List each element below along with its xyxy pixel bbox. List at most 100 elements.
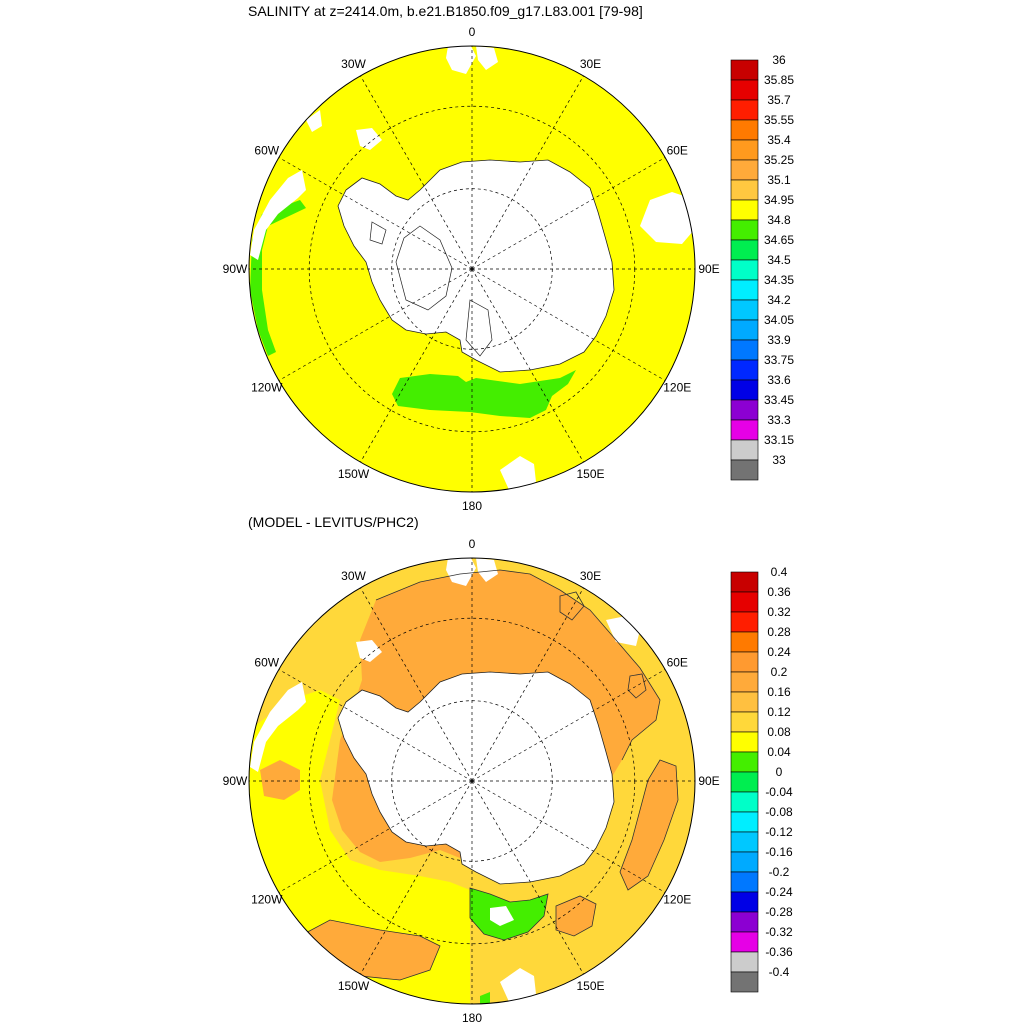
colorbar-label: -0.16 bbox=[765, 845, 793, 859]
colorbar-label: -0.4 bbox=[769, 965, 790, 979]
colorbar-swatch bbox=[730, 911, 759, 933]
colorbar-label: 35.85 bbox=[764, 73, 794, 87]
longitude-label: 30E bbox=[580, 57, 601, 71]
longitude-label: 60E bbox=[667, 144, 688, 158]
longitude-label: 60W bbox=[254, 144, 279, 158]
longitude-label: 90W bbox=[223, 262, 248, 276]
colorbar-swatch bbox=[730, 59, 759, 81]
longitude-label: 120W bbox=[251, 381, 283, 395]
colorbar-label: -0.2 bbox=[769, 865, 790, 879]
longitude-label: 90W bbox=[223, 774, 248, 788]
colorbar-label: 0.08 bbox=[767, 725, 791, 739]
map-panel-2: 0 30E 60E 90E 120E 150E 180 150W 120W 90W 60W 30W bbox=[223, 537, 720, 1024]
colorbar-swatch bbox=[730, 651, 759, 673]
colorbar-swatch bbox=[730, 399, 759, 421]
colorbar-label: 35.25 bbox=[764, 153, 794, 167]
longitude-label: 150W bbox=[338, 467, 370, 481]
colorbar-label: -0.04 bbox=[765, 785, 793, 799]
panel-2-title: (MODEL - LEVITUS/PHC2) bbox=[248, 514, 419, 530]
longitude-label: 150W bbox=[338, 979, 370, 993]
longitude-label: 180 bbox=[462, 1011, 482, 1024]
longitude-labels: 0 30E 60E 90E 120E 150E 180 150W 120W 90W 60W 30W bbox=[223, 25, 720, 513]
colorbar-swatch bbox=[730, 671, 759, 693]
colorbar-label: 0.36 bbox=[767, 585, 791, 599]
land bbox=[250, 46, 694, 492]
colorbar-swatch bbox=[730, 219, 759, 241]
colorbar-swatch bbox=[730, 439, 759, 461]
colorbar-1: 36 35.85 35.7 35.55 35.4 35.25 35.1 34.95 34.8 34… bbox=[730, 53, 794, 481]
colorbar-2: 0.4 0.36 0.32 0.28 0.24 0.2 0.16 0.12 0.08 0.04 0 -… bbox=[730, 565, 793, 993]
colorbar-swatch bbox=[730, 99, 759, 121]
colorbar-label: 0.32 bbox=[767, 605, 791, 619]
colorbar-label: 33.3 bbox=[767, 413, 791, 427]
longitude-label: 180 bbox=[462, 499, 482, 513]
colorbar-label: 33 bbox=[772, 453, 786, 467]
colorbar-label: -0.32 bbox=[765, 925, 793, 939]
colorbar-swatch bbox=[730, 79, 759, 101]
colorbar-label: 0 bbox=[776, 765, 783, 779]
colorbar-label: 0.2 bbox=[771, 665, 788, 679]
longitude-label: 0 bbox=[469, 537, 476, 551]
colorbar-swatch bbox=[730, 299, 759, 321]
colorbar-swatch bbox=[730, 891, 759, 913]
colorbar-label: 33.45 bbox=[764, 393, 794, 407]
colorbar-label: -0.08 bbox=[765, 805, 793, 819]
colorbar-label: 36 bbox=[772, 53, 786, 67]
green-region bbox=[392, 370, 576, 418]
colorbar-swatch bbox=[730, 711, 759, 733]
longitude-label: 30E bbox=[580, 569, 601, 583]
colorbar-swatch bbox=[730, 199, 759, 221]
longitude-label: 120E bbox=[663, 381, 691, 395]
colorbar-swatch bbox=[730, 811, 759, 833]
panel-1-title: SALINITY at z=2414.0m, b.e21.B1850.f09_g… bbox=[248, 3, 643, 19]
colorbar-label: 33.6 bbox=[767, 373, 791, 387]
colorbar-swatch bbox=[730, 771, 759, 793]
colorbar-swatch bbox=[730, 851, 759, 873]
colorbar-swatch bbox=[730, 691, 759, 713]
longitude-labels: 0 30E 60E 90E 120E 150E 180 150W 120W 90W 60W 30W bbox=[223, 537, 720, 1024]
colorbar-label: 35.4 bbox=[767, 133, 791, 147]
colorbar-label: 0.28 bbox=[767, 625, 791, 639]
longitude-label: 30W bbox=[341, 57, 366, 71]
green-region bbox=[480, 992, 490, 1004]
longitude-label: 120W bbox=[251, 893, 283, 907]
colorbar-label: 35.7 bbox=[767, 93, 791, 107]
yellow-region bbox=[249, 690, 470, 1004]
colorbar-swatch bbox=[730, 319, 759, 341]
colorbar-swatch bbox=[730, 339, 759, 361]
colorbar-label: 35.55 bbox=[764, 113, 794, 127]
colorbar-swatch bbox=[730, 611, 759, 633]
colorbar-swatch bbox=[730, 159, 759, 181]
colorbar-label: -0.24 bbox=[765, 885, 793, 899]
coastline bbox=[337, 159, 615, 373]
longitude-label: 60W bbox=[254, 656, 279, 670]
colorbar-label: 0.12 bbox=[767, 705, 791, 719]
colorbar-label: 0.4 bbox=[771, 565, 788, 579]
longitude-label: 0 bbox=[469, 25, 476, 39]
colorbar-swatch bbox=[730, 631, 759, 653]
colorbar-swatch bbox=[730, 279, 759, 301]
colorbar-swatch bbox=[730, 259, 759, 281]
colorbar-swatch bbox=[730, 751, 759, 773]
colorbar-label: 33.75 bbox=[764, 353, 794, 367]
colorbar-label: -0.28 bbox=[765, 905, 793, 919]
colorbar-swatch bbox=[730, 831, 759, 853]
longitude-label: 150E bbox=[576, 979, 604, 993]
colorbar-label: 34.35 bbox=[764, 273, 794, 287]
graticule bbox=[249, 46, 695, 492]
colorbar-swatch bbox=[730, 119, 759, 141]
colorbar-swatch bbox=[730, 791, 759, 813]
colorbar-swatch bbox=[730, 731, 759, 753]
longitude-label: 30W bbox=[341, 569, 366, 583]
longitude-label: 90E bbox=[698, 774, 719, 788]
longitude-label: 150E bbox=[576, 467, 604, 481]
colorbar-label: 34.05 bbox=[764, 313, 794, 327]
colorbar-label: -0.12 bbox=[765, 825, 793, 839]
longitude-label: 120E bbox=[663, 893, 691, 907]
orange-region bbox=[260, 760, 300, 800]
colorbar-label: 33.15 bbox=[764, 433, 794, 447]
colorbar-swatch bbox=[730, 379, 759, 401]
colorbar-swatch bbox=[730, 459, 759, 481]
orange-region bbox=[620, 760, 678, 890]
